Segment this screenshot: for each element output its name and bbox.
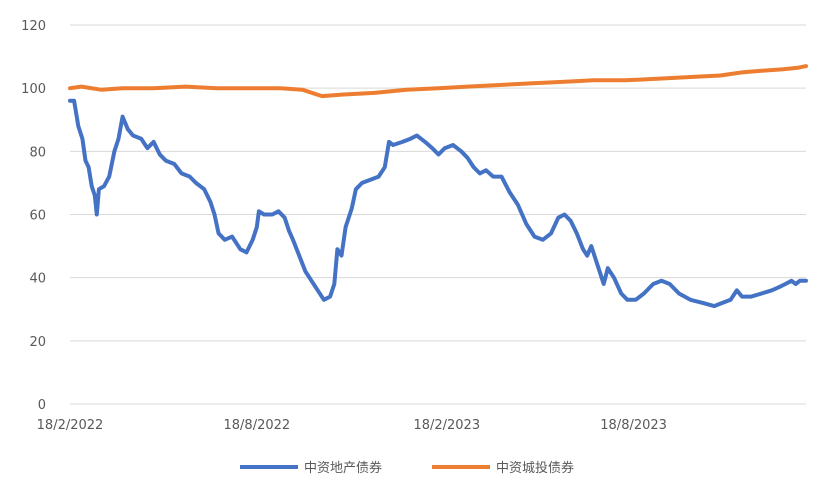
- series-line-1: [68, 98, 808, 309]
- y-tick-label: 120: [21, 19, 46, 34]
- y-tick-label: 100: [21, 82, 46, 97]
- y-tick-label: 40: [29, 272, 46, 287]
- series-layer: [68, 64, 808, 309]
- y-tick-label: 60: [29, 209, 46, 224]
- y-axis: 0 20 40 60 80 100 120: [21, 19, 46, 413]
- x-tick-label: 18/2/2022: [37, 418, 104, 433]
- x-axis: 18/2/2022 18/8/2022 18/2/2023 18/8/2023: [37, 418, 667, 433]
- x-tick-label: 18/8/2023: [600, 418, 667, 433]
- legend-label: 中资城投债券: [496, 460, 574, 476]
- legend-label: 中资地产债券: [304, 460, 382, 476]
- x-tick-label: 18/2/2023: [413, 418, 480, 433]
- y-tick-label: 20: [29, 335, 46, 350]
- legend: 中资地产债券 中资城投债券: [240, 460, 574, 476]
- y-tick-label: 80: [29, 145, 46, 160]
- y-tick-label: 0: [38, 398, 46, 413]
- x-tick-label: 18/8/2022: [224, 418, 291, 433]
- gridlines: [70, 24, 806, 405]
- series-line-2: [68, 64, 808, 99]
